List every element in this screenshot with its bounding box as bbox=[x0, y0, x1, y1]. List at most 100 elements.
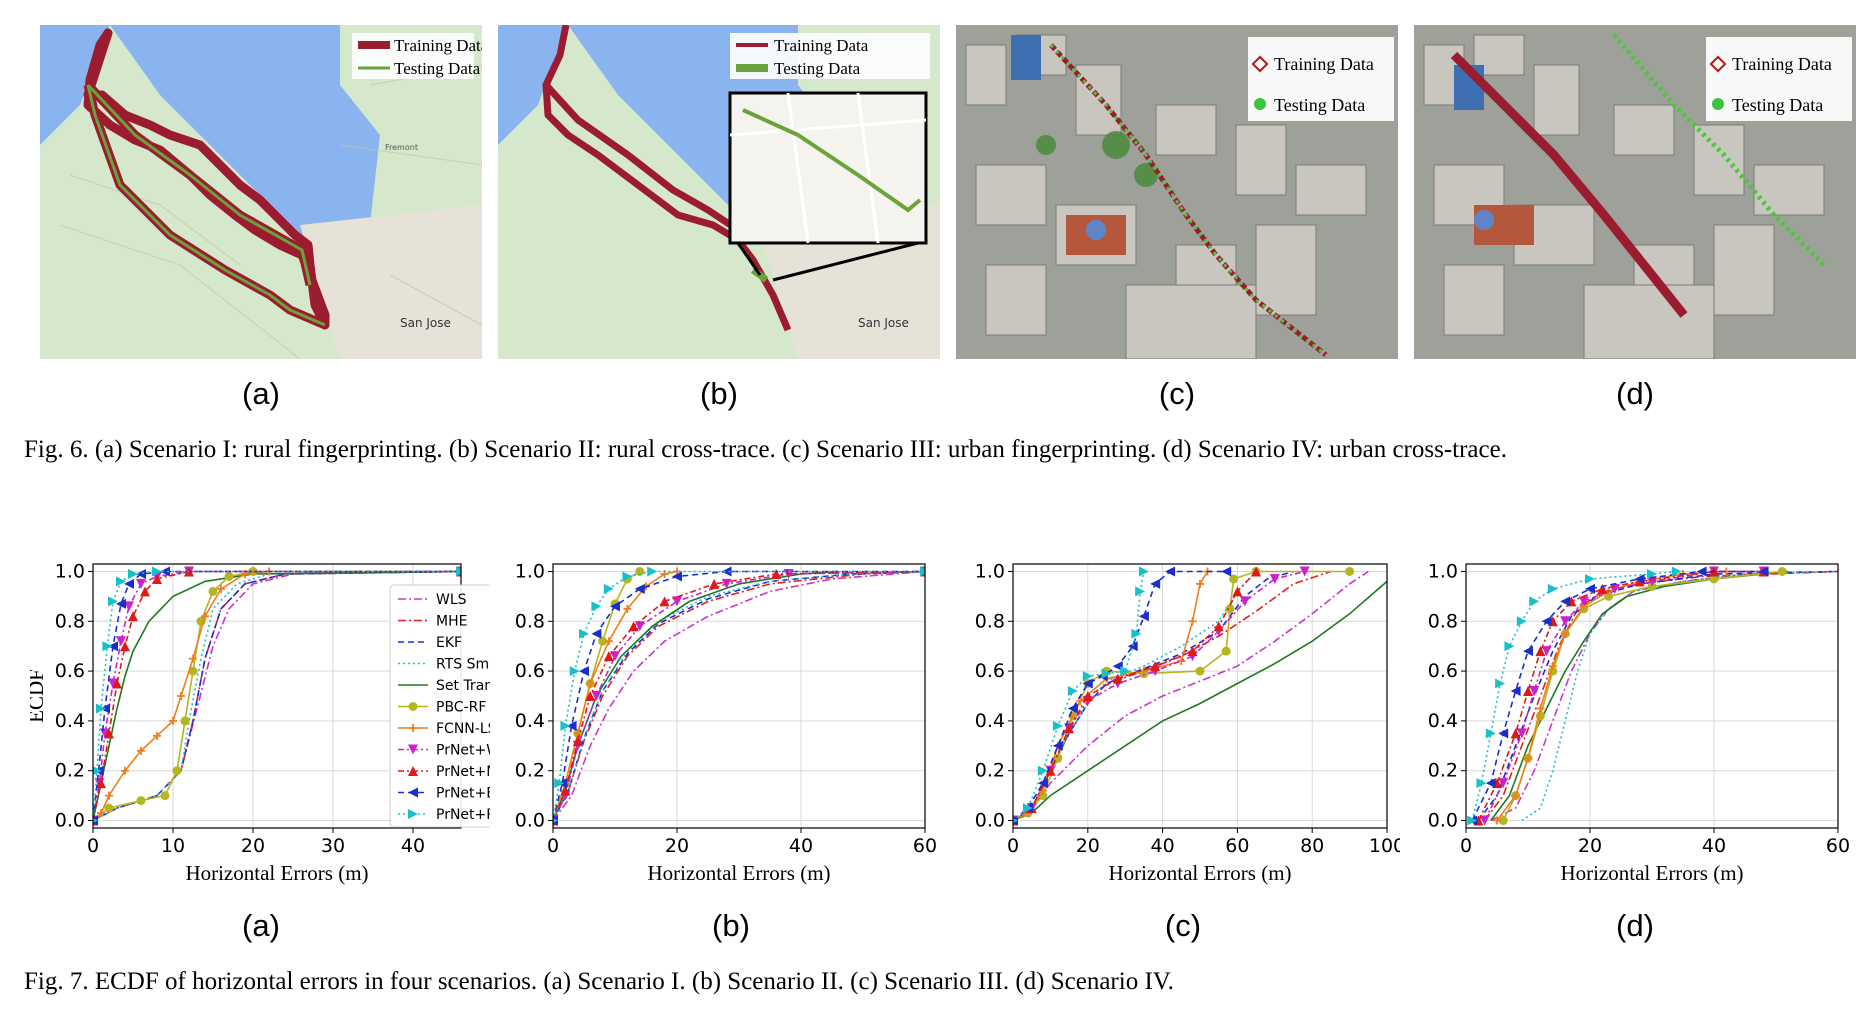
data-point bbox=[124, 578, 134, 589]
y-tick-label: 0.4 bbox=[55, 710, 85, 732]
y-tick-label: 0.0 bbox=[55, 810, 85, 832]
x-tick-label: 40 bbox=[789, 835, 813, 857]
series-line bbox=[1490, 570, 1789, 821]
x-tick-label: 0 bbox=[547, 835, 559, 857]
data-point bbox=[169, 716, 177, 725]
data-point bbox=[124, 601, 134, 612]
data-point bbox=[217, 584, 225, 593]
data-point bbox=[1541, 646, 1552, 657]
data-point bbox=[1045, 765, 1056, 776]
data-point bbox=[208, 586, 218, 596]
data-point bbox=[1516, 616, 1527, 627]
x-tick-label: 60 bbox=[1225, 835, 1249, 857]
data-point bbox=[579, 628, 589, 639]
data-point bbox=[598, 636, 608, 646]
data-point bbox=[153, 731, 161, 740]
data-point bbox=[112, 678, 122, 689]
series-line bbox=[1490, 570, 1838, 822]
data-point bbox=[1052, 720, 1063, 731]
data-point bbox=[188, 666, 198, 676]
data-point bbox=[1495, 678, 1506, 689]
data-point bbox=[201, 612, 209, 621]
data-point bbox=[1067, 686, 1078, 697]
data-point bbox=[610, 651, 620, 662]
series-line bbox=[1013, 570, 1369, 822]
data-point bbox=[591, 601, 602, 612]
legend-training-label: Training Data bbox=[1732, 54, 1832, 74]
data-point bbox=[586, 679, 595, 688]
data-point bbox=[647, 566, 658, 577]
data-point bbox=[1082, 671, 1093, 682]
data-point bbox=[634, 621, 645, 632]
legend-label: PBC-RF bbox=[436, 700, 486, 716]
fig6-map-panel-a: Training Data Testing Data San Jose Frem… bbox=[40, 25, 482, 359]
legend-label: FCNN-LSTM bbox=[436, 721, 490, 737]
data-point bbox=[1127, 641, 1138, 652]
x-tick-label: 40 bbox=[1151, 835, 1175, 857]
data-point bbox=[1188, 617, 1197, 626]
y-tick-label: 0.6 bbox=[515, 660, 545, 682]
data-point bbox=[569, 666, 580, 677]
data-point bbox=[1082, 691, 1093, 701]
data-point bbox=[1139, 667, 1148, 676]
y-tick-label: 1.0 bbox=[975, 560, 1005, 582]
x-tick-label: 0 bbox=[1460, 835, 1472, 857]
data-point bbox=[554, 778, 565, 789]
series-line bbox=[553, 570, 925, 821]
data-point bbox=[108, 641, 118, 652]
data-point bbox=[128, 568, 138, 579]
legend-label: Set Transformer bbox=[436, 678, 490, 694]
data-point bbox=[96, 703, 106, 714]
data-point bbox=[104, 728, 114, 739]
data-point bbox=[152, 573, 162, 584]
y-tick-label: 0.0 bbox=[975, 810, 1005, 832]
x-tick-label: 100 bbox=[1369, 835, 1400, 857]
data-point bbox=[1493, 816, 1501, 825]
y-tick-label: 0.2 bbox=[55, 760, 85, 782]
data-point bbox=[1634, 573, 1645, 584]
legend-testing-label: Testing Data bbox=[774, 59, 861, 78]
data-point bbox=[1541, 616, 1552, 627]
series-line bbox=[553, 570, 925, 821]
data-point bbox=[1604, 591, 1614, 601]
legend-marker bbox=[408, 809, 418, 819]
y-tick-label: 0.0 bbox=[515, 810, 545, 832]
data-point bbox=[1529, 596, 1540, 607]
y-tick-label: 0.4 bbox=[1428, 710, 1458, 732]
legend-testing-label: Testing Data bbox=[1274, 95, 1365, 115]
data-point bbox=[136, 796, 146, 806]
data-point bbox=[1120, 666, 1131, 677]
data-point bbox=[104, 803, 114, 813]
x-tick-label: 60 bbox=[913, 835, 937, 857]
data-point bbox=[180, 716, 190, 726]
data-point bbox=[920, 566, 925, 577]
y-tick-label: 0.0 bbox=[1428, 810, 1458, 832]
data-point bbox=[1150, 661, 1161, 672]
ecdf-chart-c: 0 20 40 60 80 100 0.0 0.2 0.4 0.6 0.8 1.0 Horizontal… bbox=[975, 560, 1400, 885]
legend-marker bbox=[408, 702, 418, 711]
fig6-caption: Fig. 6. (a) Scenario I: rural fingerprin… bbox=[24, 436, 1507, 463]
data-point bbox=[456, 566, 461, 577]
data-point bbox=[189, 654, 197, 663]
data-point bbox=[128, 611, 138, 622]
series-line bbox=[553, 570, 925, 821]
data-point bbox=[1196, 579, 1204, 588]
data-point bbox=[1511, 791, 1520, 800]
data-point bbox=[1510, 686, 1521, 697]
data-point bbox=[1165, 566, 1176, 577]
x-tick-label: 0 bbox=[87, 835, 99, 857]
data-point bbox=[1101, 668, 1112, 679]
data-point bbox=[1138, 566, 1149, 577]
series-line bbox=[553, 570, 925, 821]
y-tick-label: 0.8 bbox=[55, 610, 85, 632]
data-point bbox=[93, 766, 102, 776]
data-point bbox=[591, 628, 602, 639]
data-point bbox=[1229, 574, 1239, 584]
data-point bbox=[721, 578, 732, 589]
data-point bbox=[108, 678, 118, 689]
y-tick-label: 0.6 bbox=[975, 660, 1005, 682]
data-point bbox=[1138, 611, 1149, 622]
series-line bbox=[93, 570, 461, 821]
x-tick-label: 20 bbox=[1076, 835, 1100, 857]
x-axis-title: Horizontal Errors (m) bbox=[185, 861, 368, 885]
